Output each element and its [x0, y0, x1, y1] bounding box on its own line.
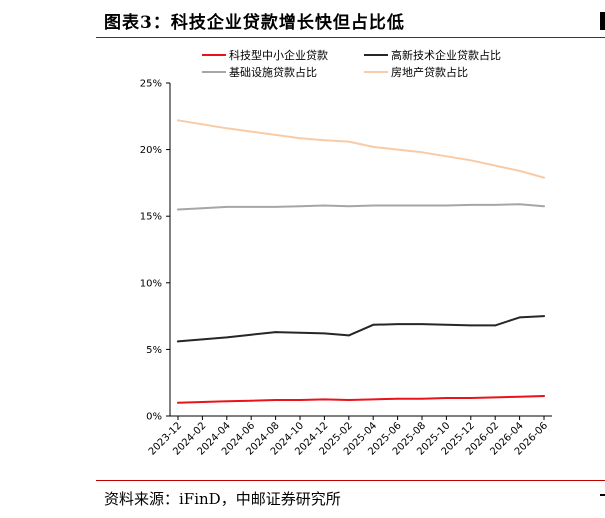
data-point-series-3 — [323, 204, 326, 207]
series-line-2 — [177, 315, 545, 343]
data-point-series-4 — [518, 170, 521, 172]
data-point-series-2 — [421, 323, 423, 325]
data-point-series-4 — [201, 123, 204, 126]
data-point-series-2 — [177, 340, 179, 343]
data-point-series-3 — [421, 204, 423, 207]
legend-label-1: 科技型中小企业贷款 — [229, 48, 328, 62]
footer-divider — [96, 480, 605, 481]
data-point-series-1 — [201, 401, 204, 403]
data-point-series-2 — [543, 315, 545, 317]
data-point-series-2 — [347, 334, 350, 337]
data-point-series-3 — [445, 204, 448, 207]
y-tick-label: 15% — [140, 212, 162, 223]
legend-label-4: 房地产贷款占比 — [391, 65, 468, 79]
data-point-series-1 — [177, 401, 179, 404]
data-point-series-2 — [518, 316, 521, 319]
series-line-4 — [177, 119, 545, 179]
data-point-series-2 — [396, 323, 399, 325]
data-point-series-4 — [347, 140, 350, 143]
data-point-series-3 — [494, 203, 497, 206]
y-tick-label: 10% — [140, 278, 162, 289]
y-tick-label: 25% — [140, 79, 162, 90]
data-point-series-2 — [469, 324, 472, 327]
data-point-series-1 — [421, 397, 423, 400]
data-point-series-1 — [250, 399, 253, 402]
data-point-series-3 — [372, 204, 375, 207]
data-point-series-3 — [299, 205, 301, 208]
data-point-series-1 — [445, 397, 448, 399]
data-point-series-2 — [323, 332, 326, 335]
data-point-series-1 — [543, 395, 545, 397]
y-tick-label: 5% — [146, 345, 162, 356]
data-point-series-3 — [518, 203, 521, 206]
chart-area: 0% 5% 10% 15% 20% 25% 2023-12 2024-02 2024-04 202… — [96, 40, 605, 480]
line-chart: 0%5%10%15%20%25%2023-122024-022024-04202… — [140, 48, 552, 458]
data-point-series-3 — [201, 207, 204, 210]
data-point-series-3 — [543, 205, 545, 208]
data-point-series-2 — [299, 331, 301, 334]
data-point-series-4 — [494, 164, 497, 167]
data-point-series-2 — [201, 338, 204, 341]
data-point-series-3 — [250, 205, 253, 208]
y-tick-label: 0% — [146, 412, 162, 423]
legend-label-2: 高新技术企业贷款占比 — [391, 48, 501, 62]
data-point-series-4 — [274, 134, 277, 136]
data-point-series-1 — [299, 399, 301, 401]
title-divider — [96, 37, 605, 38]
edge-mark-top — [600, 12, 605, 30]
data-point-series-3 — [396, 204, 399, 207]
data-point-series-4 — [469, 159, 472, 162]
source-note: 资料来源：iFinD，中邮证券研究所 — [104, 490, 341, 508]
data-point-series-1 — [225, 400, 228, 403]
data-point-series-1 — [323, 398, 326, 401]
data-point-series-4 — [299, 137, 301, 140]
data-point-series-2 — [225, 336, 228, 339]
data-point-series-4 — [421, 151, 423, 154]
data-point-series-4 — [396, 148, 399, 151]
edge-mark-bottom — [600, 494, 605, 496]
data-point-series-3 — [177, 208, 179, 211]
data-point-series-2 — [274, 331, 277, 333]
data-point-series-1 — [396, 397, 399, 400]
y-tick-label: 20% — [140, 145, 162, 156]
data-point-series-1 — [518, 395, 521, 398]
data-point-series-3 — [225, 205, 228, 208]
series-line-3 — [177, 203, 545, 211]
data-point-series-1 — [494, 396, 497, 399]
data-point-series-1 — [372, 398, 375, 401]
legend-label-3: 基础设施贷款占比 — [229, 65, 317, 79]
figure-header: 图表3：科技企业贷款增长快但占比低 — [0, 0, 605, 38]
series-line-1 — [177, 395, 545, 404]
data-point-series-4 — [372, 146, 375, 148]
data-point-series-2 — [445, 323, 448, 326]
data-point-series-4 — [177, 119, 179, 122]
data-point-series-4 — [250, 130, 253, 133]
figure-title: 图表3：科技企业贷款增长快但占比低 — [104, 13, 405, 33]
data-point-series-4 — [543, 176, 545, 179]
data-point-series-4 — [225, 127, 228, 130]
data-point-series-2 — [250, 333, 253, 336]
data-point-series-4 — [445, 155, 448, 158]
data-point-series-2 — [494, 324, 497, 327]
data-point-series-3 — [469, 203, 472, 206]
data-point-series-1 — [347, 399, 350, 401]
data-point-series-2 — [372, 323, 375, 326]
data-point-series-1 — [469, 397, 472, 399]
data-point-series-3 — [274, 205, 277, 208]
data-point-series-1 — [274, 399, 277, 401]
data-point-series-3 — [347, 205, 350, 208]
data-point-series-4 — [323, 139, 326, 142]
